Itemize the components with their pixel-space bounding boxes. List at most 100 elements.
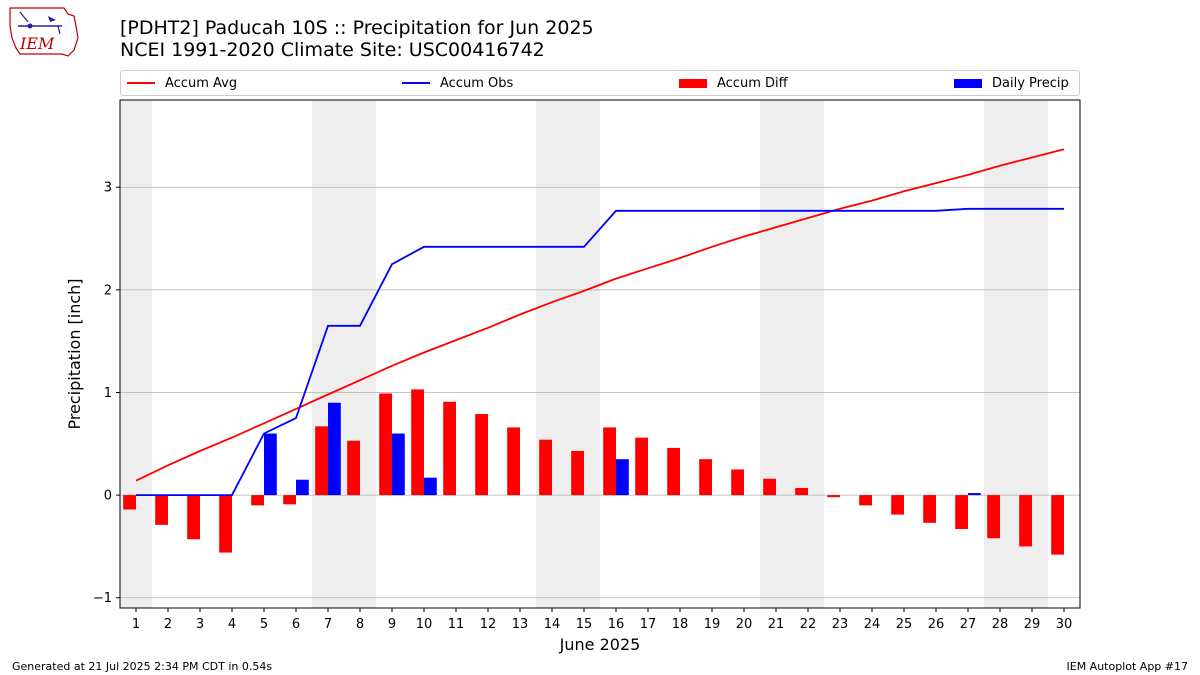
- accum-diff-bar: [1019, 495, 1032, 547]
- x-tick-label: 20: [736, 617, 753, 632]
- accum-diff-bar: [635, 437, 648, 496]
- y-axis-label: Precipitation [inch]: [65, 278, 84, 429]
- daily-precip-bar: [424, 477, 437, 496]
- chart-title: [PDHT2] Paducah 10S :: Precipitation for…: [120, 17, 594, 39]
- x-tick-label: 18: [672, 617, 689, 632]
- x-tick-label: 22: [800, 617, 817, 632]
- x-tick-label: 7: [324, 617, 332, 632]
- app-credit: IEM Autoplot App #17: [1066, 660, 1189, 673]
- accum-diff-bar: [123, 495, 136, 510]
- x-tick-label: 28: [992, 617, 1009, 632]
- plot-frame: [119, 99, 1081, 609]
- accum-diff-bar: [603, 427, 616, 496]
- accum-avg-line: [135, 148, 1065, 482]
- daily-precip-bar: [296, 479, 309, 496]
- x-tick-label: 10: [416, 617, 433, 632]
- accum-diff-bar: [315, 426, 328, 496]
- weekend-shade: [120, 100, 152, 608]
- weekend-shade: [536, 100, 600, 608]
- legend-label-accum-avg: Accum Avg: [165, 75, 238, 91]
- x-tick-label: 15: [576, 617, 593, 632]
- accum-diff-bar: [923, 495, 936, 523]
- accum-diff-bar: [475, 414, 488, 496]
- y-tick-label: 3: [104, 181, 112, 196]
- x-tick-label: 29: [1024, 617, 1041, 632]
- daily-precip-bar: [392, 433, 405, 496]
- x-tick-label: 17: [640, 617, 657, 632]
- x-tick-label: 3: [196, 617, 204, 632]
- x-tick-label: 8: [356, 617, 364, 632]
- accum-diff-bar: [155, 495, 168, 525]
- accum-diff-bar: [411, 389, 424, 496]
- x-tick-label: 25: [896, 617, 913, 632]
- x-tick-label: 5: [260, 617, 268, 632]
- x-tick-label: 24: [864, 617, 881, 632]
- daily-precip-bar: [968, 493, 981, 496]
- weekend-shade: [760, 100, 824, 608]
- x-tick-label: 26: [928, 617, 945, 632]
- x-tick-label: 2: [164, 617, 172, 632]
- legend-swatch-accum-avg: [127, 82, 155, 84]
- x-tick-label: 19: [704, 617, 721, 632]
- x-tick-label: 16: [608, 617, 625, 632]
- accum-diff-bar: [539, 439, 552, 496]
- iem-logo: IEM: [9, 7, 79, 57]
- accum-diff-bar: [251, 495, 264, 506]
- x-tick-label: 1: [132, 617, 140, 632]
- x-tick-label: 27: [960, 617, 977, 632]
- x-tick-label: 21: [768, 617, 785, 632]
- x-axis-label: June 2025: [559, 635, 641, 654]
- accum-diff-bar: [891, 495, 904, 515]
- accum-diff-bar: [347, 440, 360, 496]
- legend-item-accum-diff: Accum Diff: [679, 71, 788, 95]
- legend-label-accum-diff: Accum Diff: [717, 75, 788, 91]
- accum-diff-bar: [987, 495, 1000, 539]
- accum-diff-bar: [219, 495, 232, 553]
- x-tick-label: 11: [448, 617, 465, 632]
- accum-diff-bar: [507, 427, 520, 496]
- accum-diff-bar: [1051, 495, 1064, 555]
- accum-diff-bar: [955, 495, 968, 529]
- y-tick-label: 1: [104, 386, 112, 401]
- y-tick-label: 2: [104, 283, 112, 298]
- accum-diff-bar: [859, 495, 872, 506]
- legend-label-accum-obs: Accum Obs: [440, 75, 514, 91]
- x-tick-label: 13: [512, 617, 529, 632]
- x-tick-label: 9: [388, 617, 396, 632]
- chart-legend: Accum Avg Accum Obs Accum Diff Daily Pre…: [120, 70, 1080, 96]
- accum-diff-bar: [667, 447, 680, 496]
- legend-swatch-daily-precip: [954, 78, 982, 88]
- daily-precip-bar: [328, 402, 341, 496]
- weekend-shade: [312, 100, 376, 608]
- legend-label-daily-precip: Daily Precip: [992, 75, 1069, 91]
- x-tick-label: 23: [832, 617, 849, 632]
- daily-precip-bar: [264, 433, 277, 496]
- accum-diff-bar: [731, 469, 744, 496]
- legend-swatch-accum-diff: [679, 78, 707, 88]
- legend-item-accum-avg: Accum Avg: [127, 71, 237, 95]
- logo-text: IEM: [19, 34, 55, 53]
- x-tick-label: 4: [228, 617, 236, 632]
- x-tick-label: 6: [292, 617, 300, 632]
- y-tick-label: 0: [104, 489, 112, 504]
- accum-diff-bar: [699, 459, 712, 496]
- accum-diff-bar: [763, 478, 776, 496]
- accum-diff-bar: [795, 487, 808, 496]
- daily-precip-bar: [616, 459, 629, 496]
- accum-diff-bar: [187, 495, 200, 540]
- accum-diff-bar: [379, 393, 392, 496]
- x-tick-label: 30: [1056, 617, 1073, 632]
- legend-item-daily-precip: Daily Precip: [954, 71, 1069, 95]
- chart-subtitle: NCEI 1991-2020 Climate Site: USC00416742: [120, 39, 545, 61]
- accum-diff-bar: [283, 495, 296, 505]
- accum-diff-bar: [827, 495, 840, 498]
- x-tick-label: 12: [480, 617, 497, 632]
- x-tick-label: 14: [544, 617, 561, 632]
- accum-diff-bar: [443, 401, 456, 496]
- accum-diff-bar: [571, 450, 584, 496]
- legend-item-accum-obs: Accum Obs: [402, 71, 513, 95]
- accum-obs-line: [136, 207, 1064, 497]
- legend-swatch-accum-obs: [402, 82, 430, 84]
- generated-timestamp: Generated at 21 Jul 2025 2:34 PM CDT in …: [12, 660, 273, 673]
